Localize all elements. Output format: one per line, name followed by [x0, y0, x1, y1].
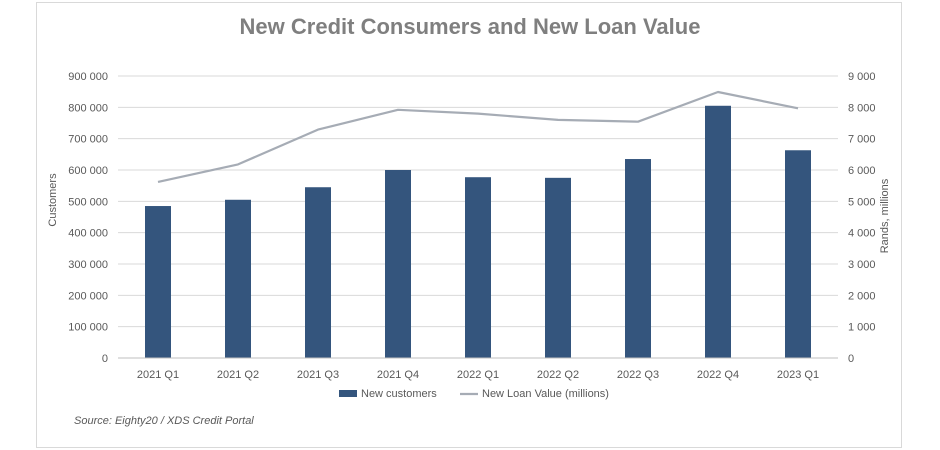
- x-tick-label: 2022 Q4: [697, 369, 739, 381]
- line-series: [157, 90, 799, 183]
- y-left-tick-label: 200 000: [68, 290, 108, 302]
- y-left-tick-label: 0: [102, 353, 108, 365]
- x-tick-label: 2021 Q1: [137, 369, 179, 381]
- legend: New customers New Loan Value (millions): [339, 388, 609, 400]
- y-left-tick-label: 800 000: [68, 102, 108, 114]
- y-left-tick-label: 300 000: [68, 259, 108, 271]
- x-tick-label: 2021 Q4: [377, 369, 419, 381]
- y-right-tick-label: 9 000: [848, 71, 876, 83]
- x-tick-label: 2022 Q3: [617, 369, 659, 381]
- x-tick-label: 2022 Q2: [537, 369, 579, 381]
- y-right-tick-label: 8 000: [848, 102, 876, 114]
- y-right-tick-label: 2 000: [848, 290, 876, 302]
- y-left-tick-label: 100 000: [68, 322, 108, 334]
- y-left-tick-label: 600 000: [68, 165, 108, 177]
- y-left-tick-label: 700 000: [68, 134, 108, 146]
- y-axis-right-label: Rands, millions: [879, 178, 891, 253]
- y-right-tick-label: 5 000: [848, 196, 876, 208]
- y-right-tick-label: 0: [848, 353, 854, 365]
- bar-series: [145, 105, 811, 359]
- y-right-tick-label: 7 000: [848, 134, 876, 146]
- bar: [465, 177, 491, 358]
- bar: [305, 187, 331, 358]
- bar: [145, 206, 171, 358]
- bar: [705, 105, 731, 359]
- y-left-tick-label: 500 000: [68, 196, 108, 208]
- bar: [625, 159, 651, 358]
- y-right-tick-label: 1 000: [848, 322, 876, 334]
- bar: [225, 199, 251, 358]
- y-right-tick-label: 6 000: [848, 165, 876, 177]
- bar: [545, 177, 571, 358]
- legend-label-new-customers: New customers: [361, 388, 437, 400]
- y-right-tick-label: 4 000: [848, 228, 876, 240]
- source-note: Source: Eighty20 / XDS Credit Portal: [74, 415, 254, 427]
- bar: [785, 150, 811, 358]
- x-tick-label: 2021 Q3: [297, 369, 339, 381]
- legend-label-new-loan-value: New Loan Value (millions): [482, 388, 609, 400]
- x-tick-label: 2021 Q2: [217, 369, 259, 381]
- y-axis-left-label: Customers: [47, 173, 59, 227]
- legend-swatch-new-customers: [339, 390, 357, 397]
- bar: [385, 170, 411, 358]
- x-tick-label: 2022 Q1: [457, 369, 499, 381]
- y-left-tick-label: 900 000: [68, 71, 108, 83]
- y-right-tick-label: 3 000: [848, 259, 876, 271]
- y-left-tick-label: 400 000: [68, 228, 108, 240]
- x-tick-label: 2023 Q1: [777, 369, 819, 381]
- loan-value-line: [157, 90, 799, 183]
- chart-title: New Credit Consumers and New Loan Value: [240, 14, 701, 39]
- axes: 0 100 000 200 000 300 000 400 000 500 000 600 …: [68, 71, 875, 381]
